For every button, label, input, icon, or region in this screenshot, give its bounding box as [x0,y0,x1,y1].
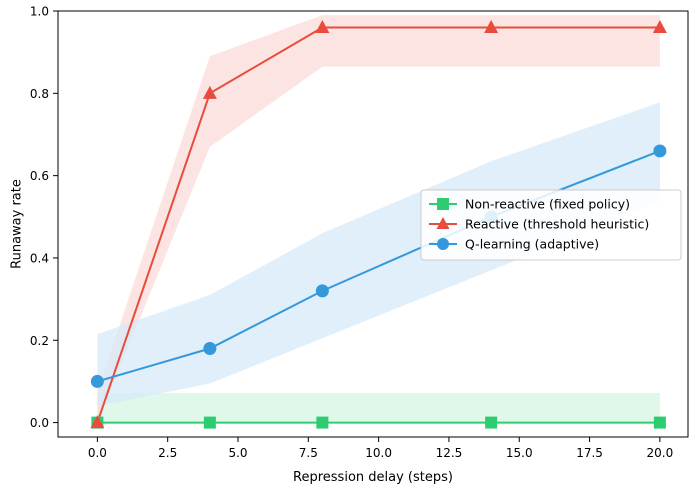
legend-label-qlearning: Q-learning (adaptive) [465,237,599,252]
x-axis-ticks: 0.0 2.5 5.0 7.5 10.0 12.5 15.0 17.5 20.0 [88,437,673,460]
x-tick-label: 17.5 [576,446,603,460]
y-axis-label: Runaway rate [10,179,25,269]
point-nonreactive [203,416,216,429]
y-tick-label: 0.4 [30,251,49,265]
band-reactive [97,15,660,423]
y-tick-label: 0.6 [30,169,49,183]
point-nonreactive [485,416,498,429]
point-qlearning [203,342,217,356]
x-tick-label: 20.0 [647,446,674,460]
point-qlearning [90,374,104,388]
x-tick-label: 7.5 [299,446,318,460]
x-tick-label: 0.0 [88,446,107,460]
x-tick-label: 15.0 [506,446,533,460]
legend-box [420,189,682,261]
point-reactive [484,19,499,33]
x-tick-label: 12.5 [436,446,463,460]
legend-label-nonreactive: Non-reactive (fixed policy) [465,197,630,212]
y-tick-label: 0.0 [30,416,49,430]
confidence-bands [97,15,660,423]
y-tick-label: 1.0 [30,5,49,19]
x-tick-label: 5.0 [228,446,247,460]
x-axis-label: Repression delay (steps) [293,470,453,485]
plot-frame [57,10,689,438]
point-reactive [652,19,667,33]
x-tick-label: 2.5 [158,446,177,460]
legend-marker-reactive [436,217,450,229]
legend: Non-reactive (fixed policy) Reactive (thr… [420,189,682,261]
legend-marker-nonreactive [437,198,449,210]
point-nonreactive [316,416,329,429]
y-axis-ticks: 0.0 0.2 0.4 0.6 0.8 1.0 [30,5,58,430]
point-qlearning [315,284,329,298]
point-reactive [315,19,330,33]
point-nonreactive [653,416,666,429]
point-reactive [202,85,217,99]
band-nonreactive [97,392,660,423]
y-tick-label: 0.8 [30,87,49,101]
band-qlearning [97,102,660,407]
x-tick-label: 10.0 [365,446,392,460]
point-reactive [90,415,105,429]
point-qlearning [653,144,667,158]
legend-label-reactive: Reactive (threshold heuristic) [465,217,649,232]
legend-marker-qlearning [437,238,449,250]
y-tick-label: 0.2 [30,334,49,348]
